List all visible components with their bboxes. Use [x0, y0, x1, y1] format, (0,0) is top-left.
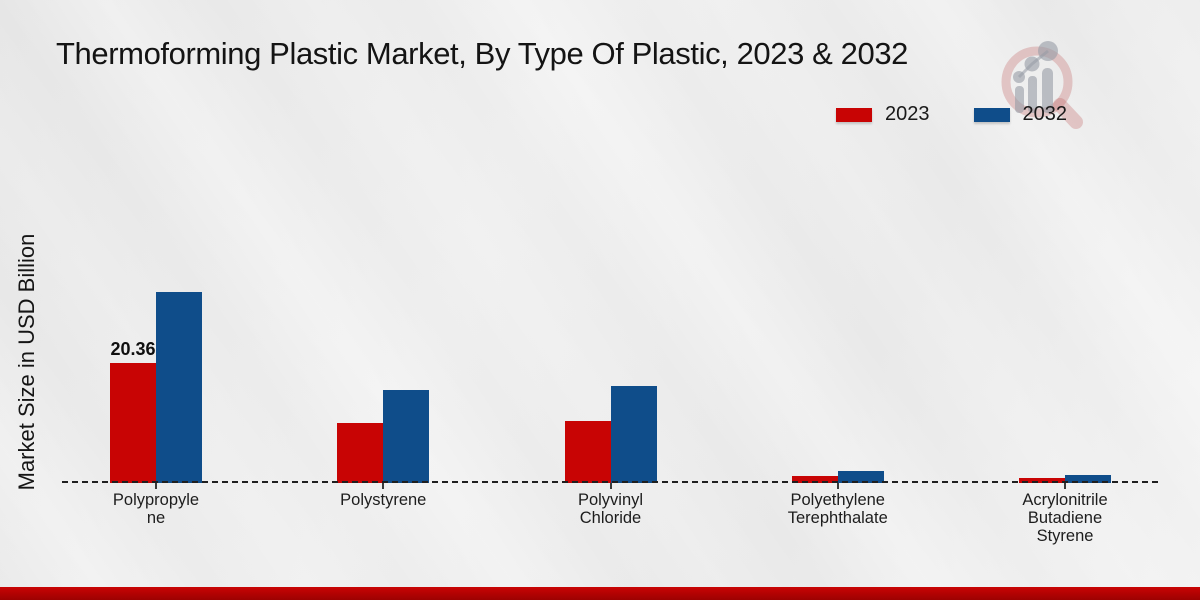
category-label-polypropylene: Polypropyle ne: [112, 491, 200, 527]
x-axis-tick: [1064, 483, 1066, 489]
category-label-polystyrene: Polystyrene: [340, 491, 427, 509]
bar-value-label: 20.36: [110, 339, 156, 359]
legend-label-2023: 2023: [885, 103, 930, 125]
bar-2023-acrylonitrile-butadiene-styrene: [1019, 477, 1065, 483]
legend-label-2032: 2032: [1022, 103, 1068, 125]
category-label-polyvinyl-chloride: Polyvinyl Chloride: [577, 491, 644, 527]
legend-item-2032: 2032: [973, 103, 1068, 126]
bar-2032-polystyrene: [383, 389, 430, 483]
bar-2032-polypropylene: [156, 292, 202, 483]
x-axis-baseline: [62, 481, 1158, 483]
chart-title: Thermoforming Plastic Market, By Type Of…: [56, 36, 909, 71]
category-label-polyethylene-terephthalate: Polyethylene Terephthalate: [787, 491, 888, 527]
bar-2032-polyvinyl-chloride: [610, 385, 657, 483]
x-axis-tick: [155, 483, 157, 489]
legend-swatch-2023: [836, 107, 872, 122]
legend-item-2023: 2023: [836, 103, 930, 126]
y-axis-label: Market Size in USD Billion: [14, 233, 39, 491]
x-axis-tick: [382, 483, 385, 489]
bar-2023-polyvinyl-chloride: [564, 421, 611, 483]
bar-2023-polypropylene: [110, 363, 156, 483]
magnifier-growth-chart-logo-icon: [1001, 41, 1083, 129]
legend-swatch-2032: [973, 107, 1010, 122]
legend: 2023 2032: [836, 103, 1097, 126]
bar-2023-polyethylene-terephthalate: [791, 475, 838, 483]
category-label-acrylonitrile-butadiene-styrene: Acrylonitrile Butadiene Styrene: [1022, 491, 1108, 545]
x-axis-tick: [609, 483, 612, 489]
bottom-red-band: [0, 587, 1200, 600]
x-axis-tick: [836, 483, 839, 489]
bar-2032-acrylonitrile-butadiene-styrene: [1065, 474, 1111, 483]
bar-2023-polystyrene: [337, 422, 384, 483]
bar-2032-polyethylene-terephthalate: [837, 471, 884, 483]
